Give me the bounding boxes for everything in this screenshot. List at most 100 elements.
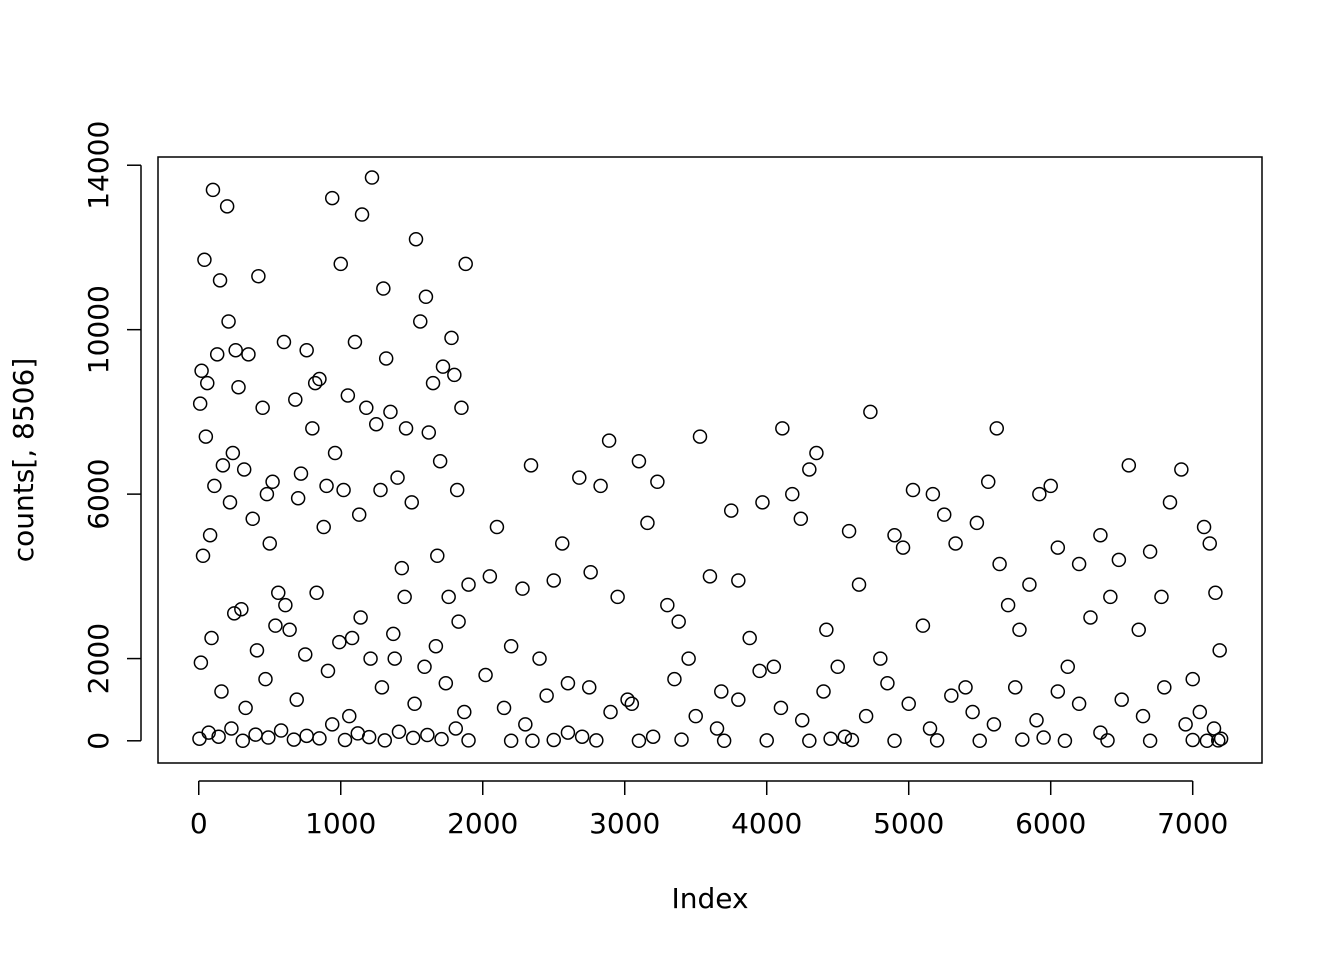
point xyxy=(944,688,959,703)
point xyxy=(1022,577,1037,592)
point xyxy=(282,622,297,638)
point xyxy=(397,589,412,605)
point xyxy=(271,585,286,601)
point xyxy=(844,732,860,748)
point xyxy=(1111,552,1127,568)
point xyxy=(307,375,323,391)
point xyxy=(496,700,512,716)
point xyxy=(425,375,441,391)
y-tick-label: 6000 xyxy=(82,458,115,529)
point xyxy=(194,363,209,379)
point xyxy=(454,400,469,416)
point xyxy=(624,696,640,712)
point xyxy=(560,725,576,740)
point xyxy=(895,540,911,555)
point xyxy=(794,712,810,728)
point xyxy=(645,729,661,744)
point xyxy=(391,724,407,740)
point xyxy=(312,371,327,387)
point xyxy=(802,733,817,749)
point xyxy=(383,404,398,420)
point xyxy=(714,684,729,699)
point xyxy=(241,347,256,362)
point xyxy=(354,207,370,222)
point xyxy=(667,671,682,687)
point xyxy=(1036,730,1051,745)
point xyxy=(451,614,466,629)
point xyxy=(841,523,857,539)
point xyxy=(523,458,539,473)
point xyxy=(489,519,505,535)
point xyxy=(333,256,348,272)
point xyxy=(374,680,390,695)
point xyxy=(816,684,831,699)
point xyxy=(1135,708,1151,724)
point xyxy=(560,675,576,691)
x-tick-label: 5000 xyxy=(873,807,944,840)
point xyxy=(351,507,367,522)
point xyxy=(332,634,347,650)
point xyxy=(228,342,243,358)
point xyxy=(1162,495,1178,510)
point xyxy=(222,495,238,510)
point xyxy=(299,728,314,744)
point xyxy=(430,548,445,564)
plot-box xyxy=(157,156,1263,764)
point xyxy=(759,733,774,748)
point xyxy=(293,466,309,481)
point xyxy=(716,733,732,749)
point xyxy=(278,597,293,613)
point xyxy=(363,651,378,666)
point xyxy=(1157,680,1172,695)
point xyxy=(851,577,867,592)
point xyxy=(936,507,952,522)
point xyxy=(546,573,561,588)
point xyxy=(583,564,598,580)
point xyxy=(404,495,419,510)
point xyxy=(478,667,493,683)
point xyxy=(261,730,276,745)
point xyxy=(268,618,283,633)
point xyxy=(922,721,938,736)
point xyxy=(1071,556,1087,572)
point xyxy=(342,708,357,724)
y-axis-label: counts[, 8506] xyxy=(7,358,40,563)
point xyxy=(378,351,394,366)
point xyxy=(236,462,252,477)
point xyxy=(231,379,246,395)
x-tick-label: 2000 xyxy=(447,807,518,840)
point xyxy=(205,182,221,198)
point xyxy=(1012,622,1027,638)
point xyxy=(980,474,996,490)
point xyxy=(1071,696,1087,712)
point xyxy=(457,704,472,720)
point xyxy=(555,536,570,551)
point xyxy=(1178,717,1193,732)
point xyxy=(347,334,363,350)
point xyxy=(1093,725,1108,740)
x-tick-label: 1000 xyxy=(305,807,376,840)
point xyxy=(211,729,226,744)
point xyxy=(1131,622,1146,638)
point xyxy=(309,585,324,601)
point xyxy=(227,606,242,621)
point xyxy=(1000,597,1016,613)
point xyxy=(265,474,280,490)
point xyxy=(969,515,985,531)
point xyxy=(823,731,838,746)
point xyxy=(312,731,327,746)
point xyxy=(905,482,921,498)
point xyxy=(589,733,604,748)
point xyxy=(359,400,374,416)
point xyxy=(1103,589,1118,605)
point xyxy=(802,462,817,477)
point xyxy=(320,663,336,679)
point xyxy=(752,663,767,679)
point xyxy=(809,445,824,461)
point xyxy=(197,252,212,268)
point xyxy=(603,704,618,720)
point xyxy=(601,433,617,448)
point xyxy=(368,416,384,432)
point xyxy=(324,190,340,206)
